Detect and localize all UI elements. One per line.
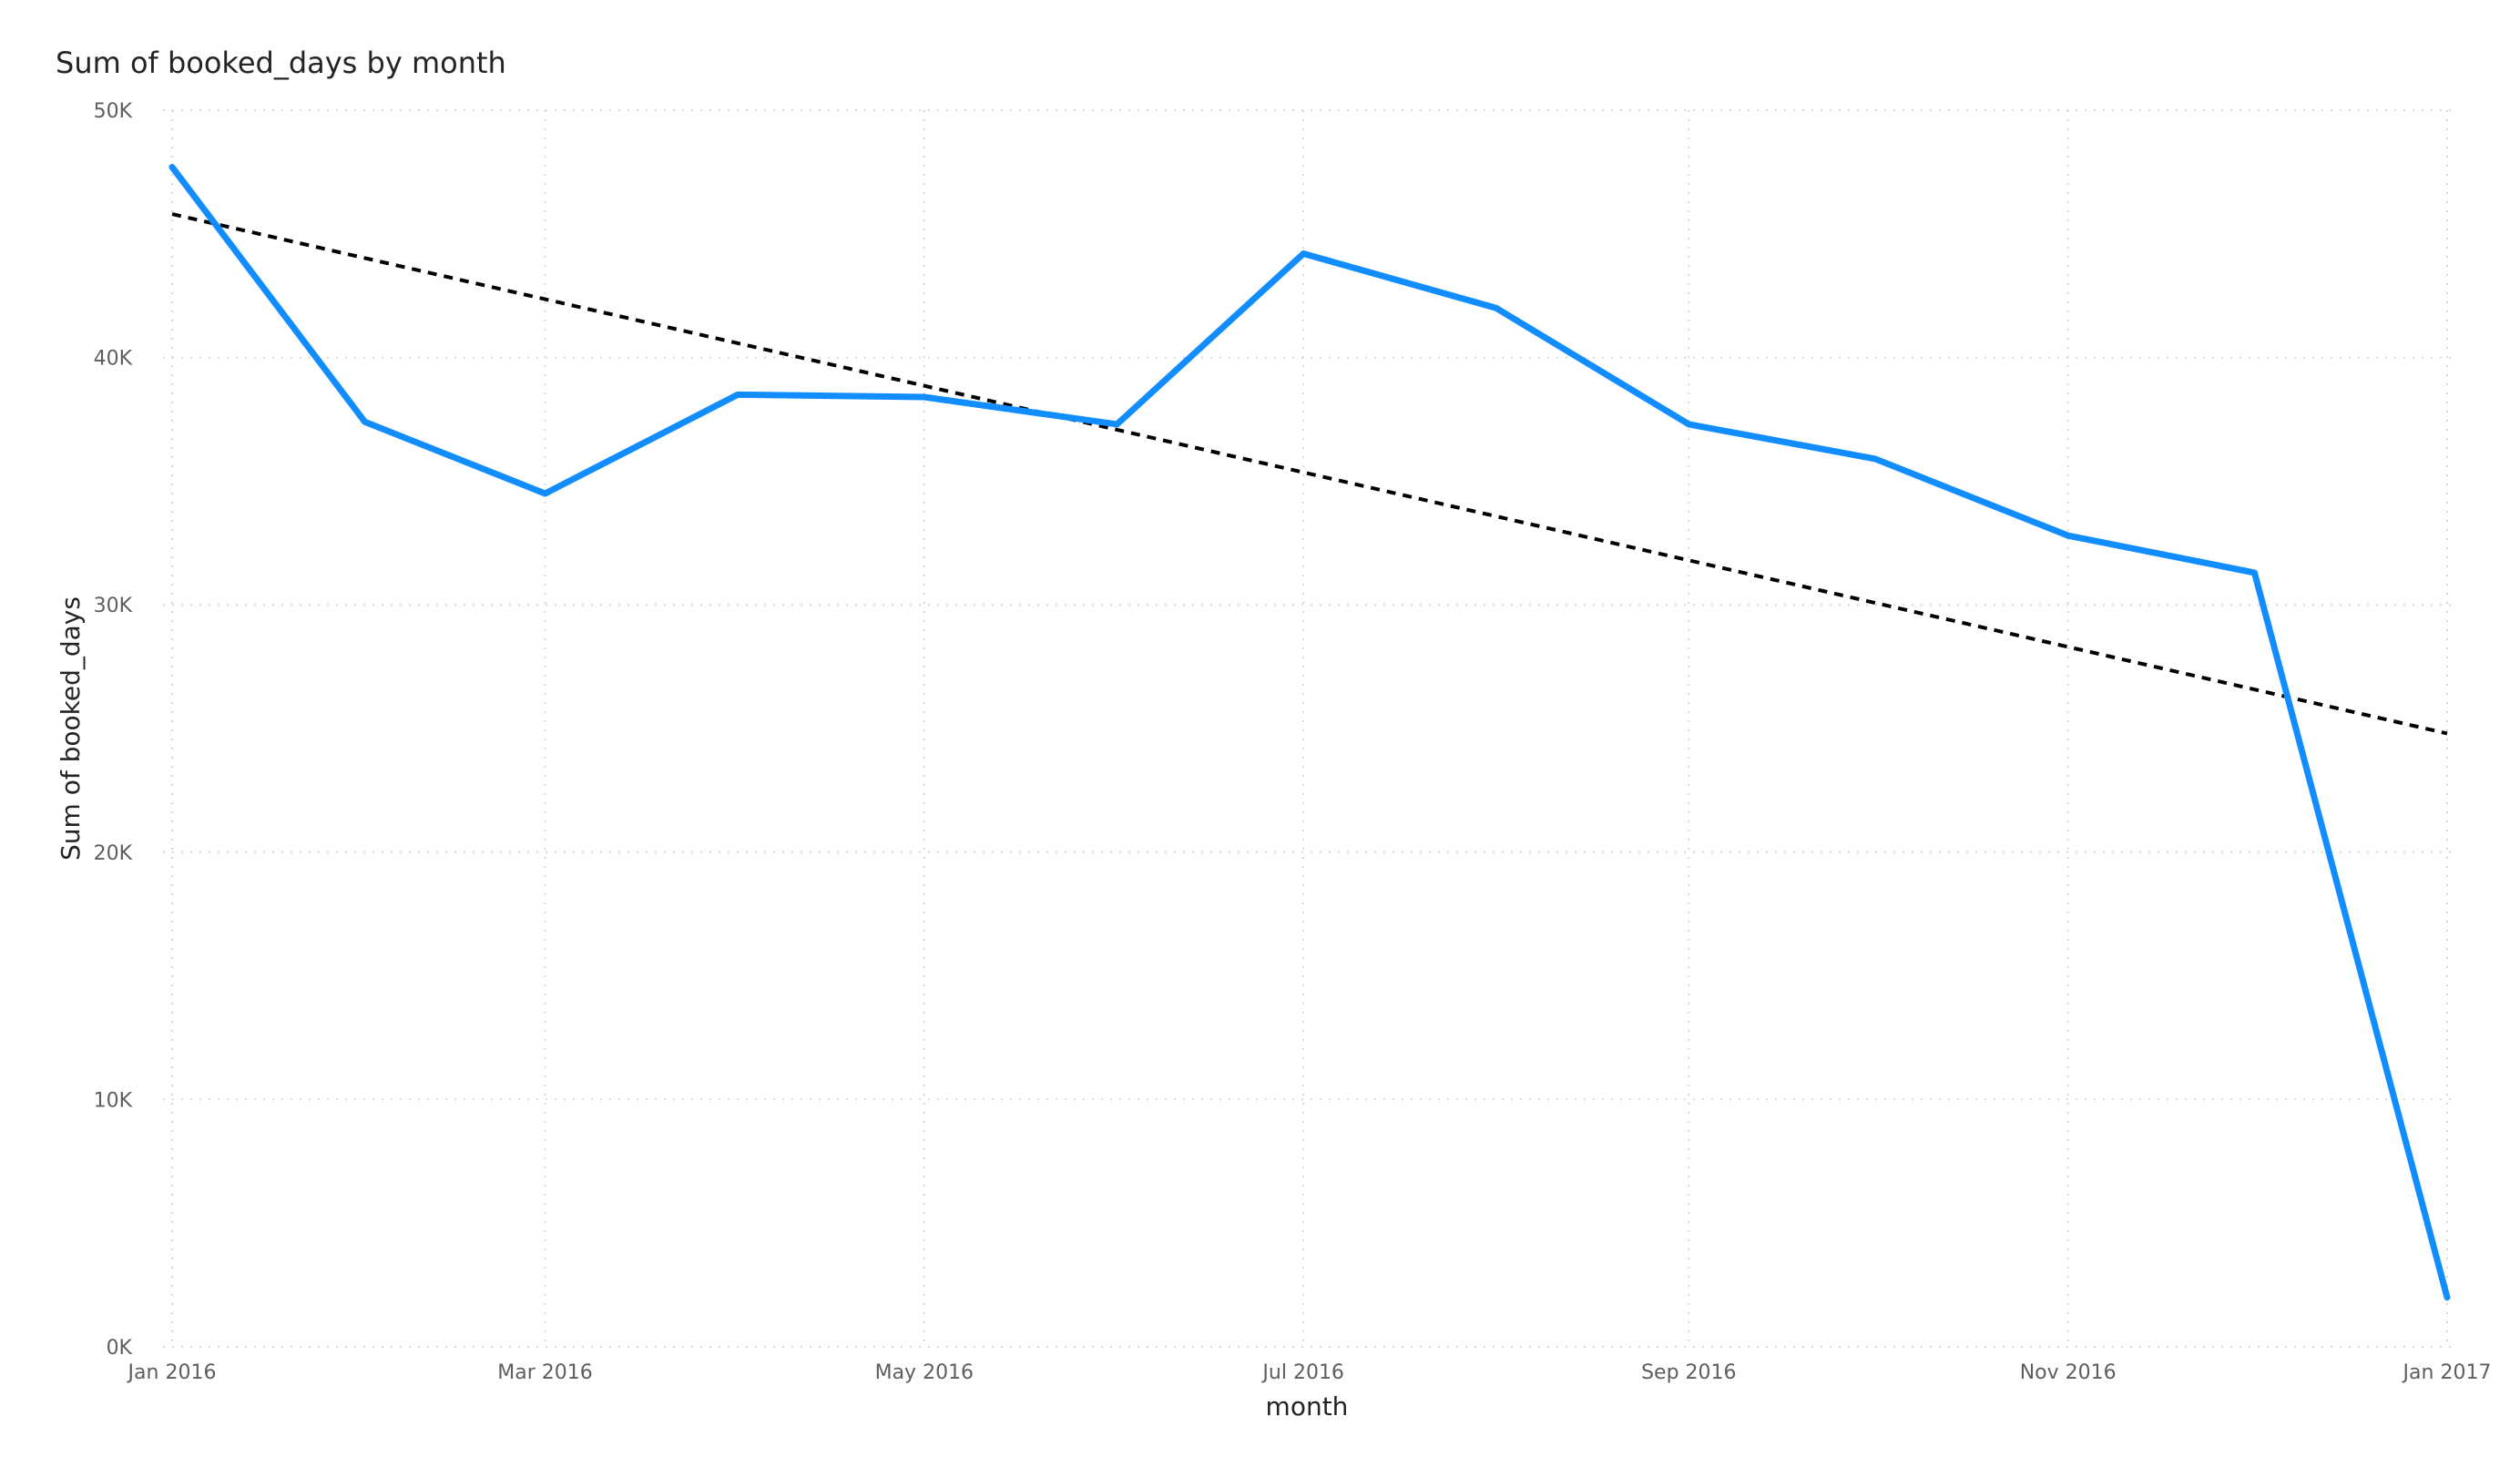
series-line <box>168 163 2451 1301</box>
y-tick-label: 10K <box>94 1089 133 1112</box>
y-axis-title: Sum of booked_days <box>56 596 86 861</box>
x-tick-label: Sep 2016 <box>1641 1361 1736 1384</box>
x-tick-label: Jan 2017 <box>2402 1361 2492 1384</box>
trend-line-group <box>171 212 2448 736</box>
x-tick-label: Jul 2016 <box>1260 1361 1344 1384</box>
x-tick-label: Nov 2016 <box>2020 1361 2117 1384</box>
x-tick-label: May 2016 <box>875 1361 974 1384</box>
x-axis-ticks: Jan 2016 Mar 2016 May 2016 Jul 2016 Sep 2016… <box>127 1361 2492 1384</box>
gridlines <box>163 109 2458 1348</box>
y-tick-label: 50K <box>94 100 133 123</box>
y-tick-label: 20K <box>94 842 133 865</box>
y-axis-ticks: 0K 10K 20K 30K 40K 50K <box>94 100 133 1360</box>
y-tick-label: 40K <box>94 348 133 371</box>
y-tick-label: 0K <box>107 1337 133 1360</box>
x-tick-label: Jan 2016 <box>127 1361 217 1384</box>
series-group <box>168 163 2451 1301</box>
chart-title: Sum of booked_days by month <box>56 46 506 80</box>
trend-line <box>171 212 2448 736</box>
x-tick-label: Mar 2016 <box>497 1361 593 1384</box>
x-axis-title: month <box>1266 1391 1349 1421</box>
y-tick-label: 30K <box>94 595 133 617</box>
